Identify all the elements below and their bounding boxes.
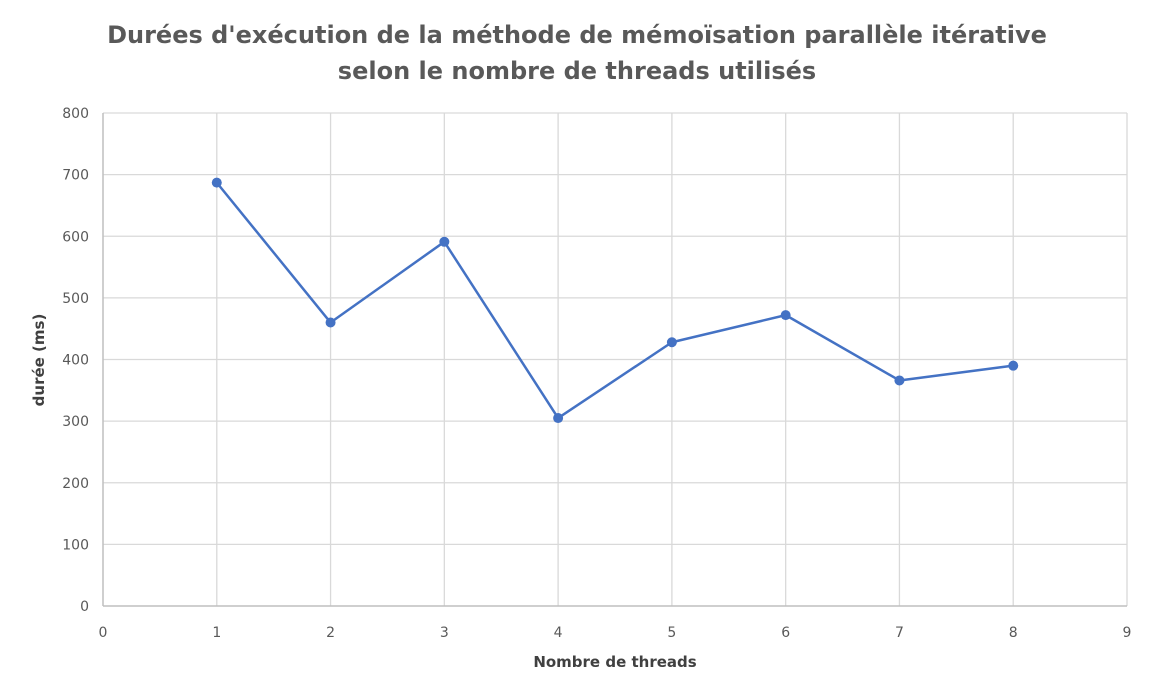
x-tick-label: 0 xyxy=(99,625,108,641)
y-tick-label: 0 xyxy=(80,599,89,615)
y-tick-label: 600 xyxy=(62,229,89,245)
x-tick-label: 2 xyxy=(326,625,335,641)
data-point xyxy=(894,375,905,386)
x-tick-label: 9 xyxy=(1123,625,1132,641)
data-point xyxy=(1008,360,1019,371)
y-tick-label: 300 xyxy=(62,414,89,430)
series-line xyxy=(215,181,1014,420)
x-tick-label: 1 xyxy=(212,625,221,641)
data-point xyxy=(325,317,336,328)
data-point xyxy=(211,177,222,188)
axes xyxy=(102,113,1127,607)
x-tick-label: 6 xyxy=(781,625,790,641)
y-tick-label: 400 xyxy=(62,353,89,369)
y-tick-label: 200 xyxy=(62,476,89,492)
x-tick-label: 4 xyxy=(554,625,563,641)
data-point xyxy=(666,337,677,348)
data-point xyxy=(439,236,450,247)
x-tick-label: 3 xyxy=(440,625,449,641)
grid xyxy=(103,112,1128,606)
y-axis-title: durée (ms) xyxy=(30,314,48,407)
x-tick-label: 7 xyxy=(895,625,904,641)
y-tick-label: 100 xyxy=(62,537,89,553)
data-point xyxy=(553,413,564,424)
data-series xyxy=(211,177,1019,424)
data-point xyxy=(780,310,791,321)
y-tick-label: 500 xyxy=(62,291,89,307)
chart-title-line-1: Durées d'exécution de la méthode de mémo… xyxy=(107,21,1047,49)
x-tick-label: 8 xyxy=(1009,625,1018,641)
chart-title-line-2: selon le nombre de threads utilisés xyxy=(337,57,817,85)
tick-labels: 0 100 200 300 400 500 600 700 800 0 1 2 3 4 5 6 7 8 9 xyxy=(62,106,1131,641)
y-tick-label: 800 xyxy=(62,106,89,122)
y-tick-label: 700 xyxy=(62,168,89,184)
x-tick-label: 5 xyxy=(667,625,676,641)
x-axis-title: Nombre de threads xyxy=(533,653,696,671)
